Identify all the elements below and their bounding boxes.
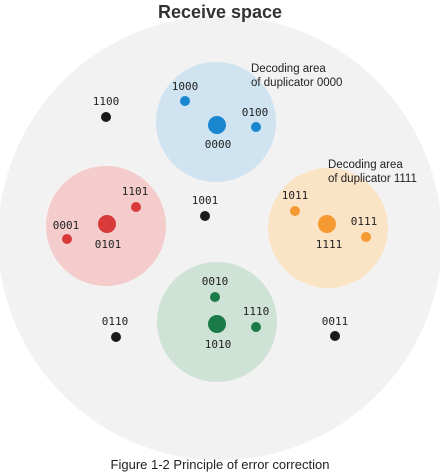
received-point-free-c (111, 332, 121, 342)
codeword-label-green-center: 1010 (205, 338, 232, 351)
diagram-title: Receive space (158, 2, 282, 22)
codeword-point-blue-a (180, 96, 190, 106)
decoding-area-label-orange: Decoding area of duplicator 1111 (328, 159, 417, 185)
codeword-label-orange-center: 1111 (316, 238, 343, 251)
decoding-area-label-blue-line-2: of duplicator 0000 (251, 77, 342, 89)
codeword-point-orange-b (361, 232, 371, 242)
decoding-area-label-blue-line-1: Decoding area (251, 63, 326, 75)
received-point-free-d (330, 331, 340, 341)
codeword-point-red-b (62, 234, 72, 244)
codeword-label-red-b: 0001 (53, 219, 80, 232)
receive-space-circle (0, 16, 440, 460)
received-label-free-c: 0110 (102, 315, 129, 328)
codeword-label-blue-b: 0100 (242, 106, 269, 119)
codeword-point-green-center (208, 315, 226, 333)
codeword-point-blue-center (208, 116, 226, 134)
codeword-point-green-b (251, 322, 261, 332)
codeword-point-red-center (98, 215, 116, 233)
codeword-label-red-center: 0101 (95, 238, 122, 251)
codeword-label-orange-b: 0111 (351, 215, 378, 228)
figure-caption: Figure 1-2 Principle of error correction (111, 457, 330, 472)
decoding-area-label-orange-line-2: of duplicator 1111 (328, 173, 417, 185)
codeword-point-orange-center (318, 215, 336, 233)
codeword-label-blue-center: 0000 (205, 138, 232, 151)
codeword-label-red-a: 1101 (122, 185, 149, 198)
codeword-point-blue-b (251, 122, 261, 132)
codeword-label-blue-a: 1000 (172, 80, 199, 93)
received-point-free-b (200, 211, 210, 221)
decoding-area-label-blue: Decoding area of duplicator 0000 (251, 63, 342, 89)
codeword-label-green-b: 1110 (243, 305, 270, 318)
codeword-point-orange-a (290, 206, 300, 216)
codeword-label-green-a: 0010 (202, 275, 229, 288)
decoding-area-label-orange-line-1: Decoding area (328, 159, 403, 171)
received-label-free-d: 0011 (322, 315, 349, 328)
codeword-point-red-a (131, 202, 141, 212)
received-point-free-a (101, 112, 111, 122)
codeword-point-green-a (210, 292, 220, 302)
received-label-free-b: 1001 (192, 194, 219, 207)
codeword-label-orange-a: 1011 (282, 189, 309, 202)
received-label-free-a: 1100 (93, 95, 120, 108)
